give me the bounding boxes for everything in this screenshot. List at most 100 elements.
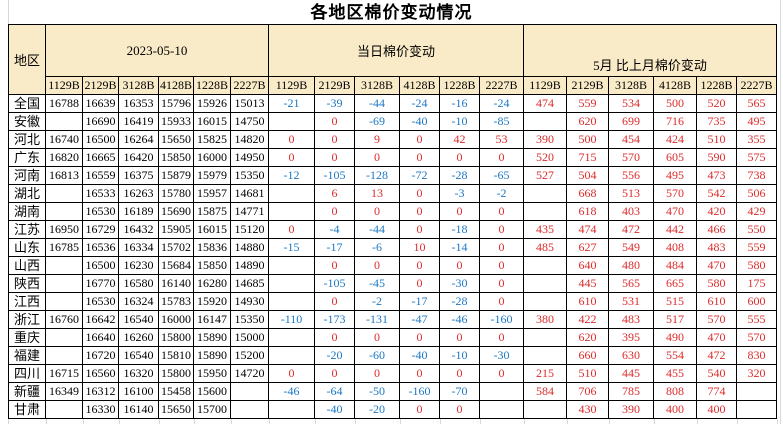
monthly_change-cell: 445 [566,274,609,293]
prices-cell: 16140 [118,400,159,419]
monthly_change-cell: 215 [523,364,567,383]
prices-cell: 15650 [158,130,194,149]
monthly_change-cell: 495 [653,166,697,185]
daily_change-cell [479,400,524,419]
daily_change-cell: -30 [439,274,480,293]
monthly_change-cell: 175 [736,274,777,293]
daily_change-cell: 13 [354,184,400,203]
monthly_change-cell: 473 [696,166,737,185]
prices-cell: 15796 [158,94,194,113]
daily_change-cell: -70 [439,382,480,401]
daily_change-cell: -4 [314,220,355,239]
daily_change-cell: -40 [399,112,440,131]
prices-cell: 15702 [158,238,194,257]
grade-header-cell: 2129B [314,76,355,95]
prices-cell: 15120 [230,220,269,239]
monthly_change-cell: 610 [566,292,609,311]
monthly_change-cell: 774 [696,382,737,401]
daily_change-cell: -44 [354,94,400,113]
monthly-change-group-header: 5月 比上月棉价变动 [523,24,777,77]
region-cell: 安徽 [8,112,46,131]
daily_change-cell: 0 [399,400,440,419]
prices-cell: 16500 [82,130,119,149]
prices-cell: 15890 [193,346,231,365]
daily_change-cell: 0 [479,292,524,311]
prices-cell [45,256,83,275]
prices-cell: 14685 [230,274,269,293]
daily_change-cell: 0 [439,400,480,419]
region-cell: 湖南 [8,202,46,221]
monthly_change-cell: 500 [566,130,609,149]
daily_change-cell: -10 [439,112,480,131]
monthly_change-cell: 430 [566,400,609,419]
daily_change-cell: 0 [479,202,524,221]
daily_change-cell: 6 [314,184,355,203]
monthly_change-cell: 627 [566,238,609,257]
prices-cell: 15800 [158,328,194,347]
monthly_change-cell: 470 [696,256,737,275]
prices-cell: 15458 [158,382,194,401]
daily_change-cell: -64 [314,382,355,401]
prices-cell: 16312 [82,382,119,401]
prices-cell: 16639 [82,94,119,113]
daily_change-cell: 0 [314,202,355,221]
monthly_change-cell [523,274,567,293]
prices-cell: 16334 [118,238,159,257]
daily_change-cell: -15 [268,238,315,257]
table-row: 全国 16788 16639 16353 15796 15926 15013 -21 -39 -4… [8,94,777,113]
prices-cell: 16820 [45,148,83,167]
prices-cell: 15850 [158,148,194,167]
daily_change-cell: -128 [354,166,400,185]
daily_change-cell: -20 [314,346,355,365]
monthly_change-cell [523,346,567,365]
daily_change-cell: 0 [314,328,355,347]
monthly_change-cell: 556 [608,166,654,185]
monthly_change-cell: 580 [736,256,777,275]
grade-header-cell: 3128B [354,76,400,95]
prices-cell: 15783 [158,292,194,311]
excel-gridline [440,419,441,424]
monthly_change-cell [523,292,567,311]
daily_change-cell: -14 [439,238,480,257]
monthly_change-cell: 549 [608,238,654,257]
prices-cell: 16559 [82,166,119,185]
prices-cell: 15600 [193,382,231,401]
prices-cell: 16000 [193,148,231,167]
prices-cell: 15825 [193,130,231,149]
grade-header-cell: 1228B [696,76,737,95]
region-cell: 甘肃 [8,400,46,419]
daily_change-cell: 0 [399,328,440,347]
region-cell: 山东 [8,238,46,257]
monthly_change-cell: 470 [696,328,737,347]
prices-cell: 14771 [230,202,269,221]
table-row: 浙江 16760 16642 16540 16000 16147 15350 -110 -173… [8,310,777,329]
monthly_change-cell: 808 [653,382,697,401]
prices-cell [45,184,83,203]
daily_change-cell: 0 [439,364,480,383]
monthly_change-cell: 565 [608,274,654,293]
table-row: 江苏 16950 16729 16432 15905 16015 15120 0 -4 -44 0-… [8,220,777,239]
monthly_change-cell: 620 [566,328,609,347]
monthly_change-cell: 510 [566,364,609,383]
grade-header-cell: 2227B [230,76,269,95]
grade-header-cell: 1129B [523,76,567,95]
daily_change-cell: 0 [399,130,440,149]
daily_change-cell: 0 [354,364,400,383]
monthly_change-cell: 484 [653,256,697,275]
daily_change-cell: -131 [354,310,400,329]
daily_change-cell: 0 [268,130,315,149]
prices-cell: 16715 [45,364,83,383]
daily_change-cell: -72 [399,166,440,185]
prices-cell: 16280 [193,274,231,293]
monthly_change-cell: 584 [523,382,567,401]
monthly_change-cell: 504 [566,166,609,185]
prices-cell: 16000 [158,310,194,329]
daily_change-cell: 0 [268,148,315,167]
daily_change-cell: 0 [314,112,355,131]
prices-cell: 16260 [118,328,159,347]
daily_change-cell: 0 [399,148,440,167]
monthly_change-cell: 527 [523,166,567,185]
region-cell: 四川 [8,364,46,383]
excel-gridline [8,0,9,24]
daily_change-cell: -105 [314,274,355,293]
